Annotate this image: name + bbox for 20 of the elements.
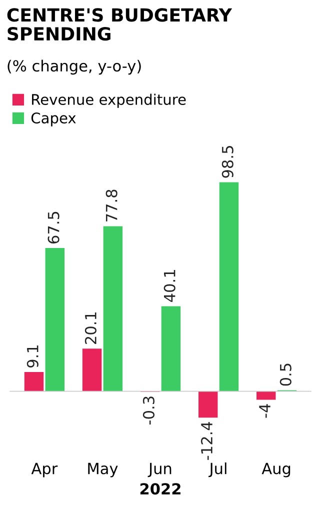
x-tick-label: Jul	[208, 462, 226, 478]
data-label: 98.5	[222, 146, 234, 178]
x-tick-label: Jun	[148, 462, 172, 478]
data-label: 20.1	[84, 312, 96, 344]
legend-label: Capex	[31, 112, 76, 126]
data-label: -0.3	[142, 396, 154, 425]
x-axis-title: 2022	[140, 483, 180, 495]
data-label: 77.8	[106, 190, 118, 222]
data-label: -12.4	[200, 422, 212, 460]
x-tick-label: Apr	[31, 462, 58, 478]
chart-subtitle: (% change, y-o-y)	[8, 60, 141, 75]
data-label: 9.1	[26, 346, 38, 368]
data-label: 0.5	[280, 364, 292, 386]
x-tick-label: Aug	[262, 462, 290, 478]
data-label: -4	[259, 404, 270, 418]
data-label: 40.1	[164, 270, 176, 302]
legend-label: Revenue expenditure	[32, 94, 186, 108]
chart-title: CENTRE'S BUDGETARY SPENDING	[7, 8, 232, 41]
data-label: 67.5	[48, 212, 60, 244]
x-tick-label: May	[88, 462, 118, 478]
